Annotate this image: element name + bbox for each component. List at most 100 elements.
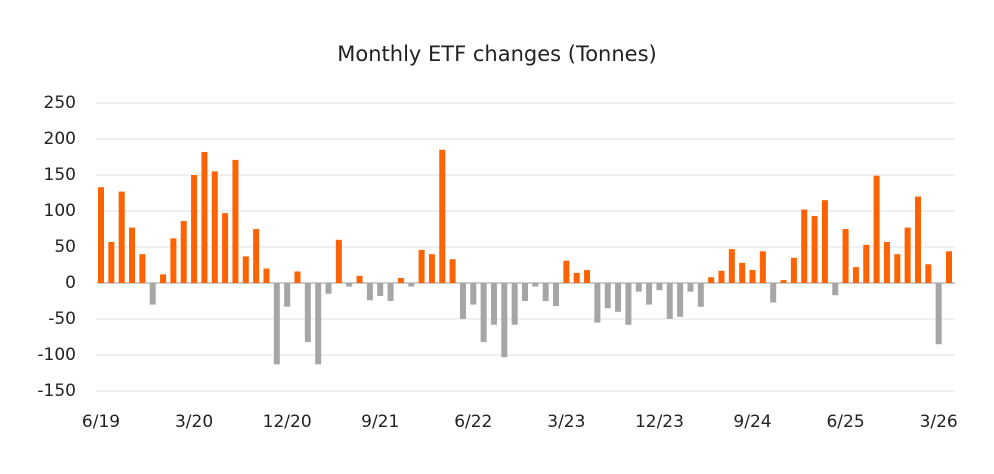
y-tick-label: 150	[44, 165, 76, 185]
bar	[366, 283, 373, 301]
bar	[801, 209, 808, 283]
bar	[263, 268, 270, 283]
bar	[656, 283, 663, 291]
x-tick-label: 6/22	[454, 412, 492, 432]
bar	[211, 171, 218, 283]
bar	[387, 283, 394, 301]
y-tick-label: -50	[48, 309, 76, 329]
bar	[315, 283, 322, 365]
bar	[677, 283, 684, 317]
bar	[646, 283, 653, 305]
bar	[108, 241, 115, 283]
bar	[273, 283, 280, 365]
bar	[439, 149, 446, 283]
bar	[832, 283, 839, 296]
bar	[377, 283, 384, 296]
bar	[770, 283, 777, 303]
bar	[304, 283, 311, 343]
bar	[780, 280, 787, 283]
bar	[594, 283, 601, 323]
bar	[894, 254, 901, 283]
x-tick-label: 9/21	[361, 412, 399, 432]
chart-title: Monthly ETF changes (Tonnes)	[337, 42, 656, 66]
x-tick-label: 3/26	[920, 412, 958, 432]
bar	[459, 283, 466, 319]
bar	[222, 213, 229, 283]
bar	[480, 283, 487, 343]
bar	[914, 196, 921, 283]
bar	[232, 159, 239, 283]
bar	[542, 283, 549, 301]
bar	[749, 270, 756, 283]
bar	[170, 238, 177, 283]
bar	[863, 244, 870, 283]
bar	[98, 187, 104, 283]
bar	[687, 283, 694, 292]
bar	[118, 191, 125, 283]
bar	[397, 277, 404, 283]
bar	[356, 275, 363, 283]
bar	[946, 251, 952, 283]
bar	[883, 241, 890, 283]
y-tick-label: 200	[44, 129, 76, 149]
bar	[852, 267, 859, 283]
bar	[625, 283, 632, 325]
y-tick-label: -150	[37, 381, 76, 401]
x-tick-label: 3/23	[547, 412, 585, 432]
bar	[584, 270, 591, 283]
bar	[708, 277, 715, 283]
bar	[842, 229, 849, 283]
bar	[635, 283, 642, 292]
x-tick-label: 12/20	[263, 412, 312, 432]
bar	[728, 249, 735, 283]
bar	[739, 262, 746, 283]
bar	[242, 256, 249, 283]
bar	[522, 283, 528, 301]
bar	[201, 151, 208, 283]
bar	[149, 283, 156, 305]
y-tick-label: -100	[37, 345, 76, 365]
y-tick-label: 50	[54, 237, 76, 257]
bar	[821, 200, 828, 283]
bar	[129, 227, 136, 283]
bar	[873, 175, 880, 283]
bar	[449, 259, 456, 283]
x-tick-label: 12/23	[635, 412, 684, 432]
bar	[573, 272, 580, 283]
bar	[811, 216, 818, 283]
bar	[935, 283, 942, 345]
bar	[490, 283, 497, 325]
bar	[253, 229, 260, 283]
bar	[418, 249, 425, 283]
bar	[294, 271, 301, 283]
bar	[666, 283, 673, 319]
y-tick-label: 250	[44, 93, 76, 113]
bar	[139, 254, 146, 283]
bar	[470, 283, 477, 305]
bar	[180, 221, 187, 283]
bar	[718, 270, 725, 283]
y-tick-label: 0	[65, 273, 76, 293]
x-tick-label: 9/24	[733, 412, 771, 432]
bar	[335, 239, 342, 283]
bar	[346, 283, 353, 287]
bar	[191, 175, 198, 283]
bar	[553, 283, 560, 307]
bar	[408, 283, 415, 287]
bar	[501, 283, 508, 358]
x-tick-label: 6/25	[826, 412, 864, 432]
bar	[697, 283, 704, 307]
y-tick-label: 100	[44, 201, 76, 221]
bar	[284, 283, 291, 307]
x-tick-label: 3/20	[175, 412, 213, 432]
bar	[532, 283, 539, 287]
bar	[925, 264, 932, 283]
bar	[563, 260, 570, 283]
bar	[160, 274, 167, 283]
bar	[511, 283, 518, 325]
bar	[428, 254, 435, 283]
bar	[759, 251, 766, 283]
bar	[325, 283, 332, 294]
bar	[604, 283, 611, 309]
